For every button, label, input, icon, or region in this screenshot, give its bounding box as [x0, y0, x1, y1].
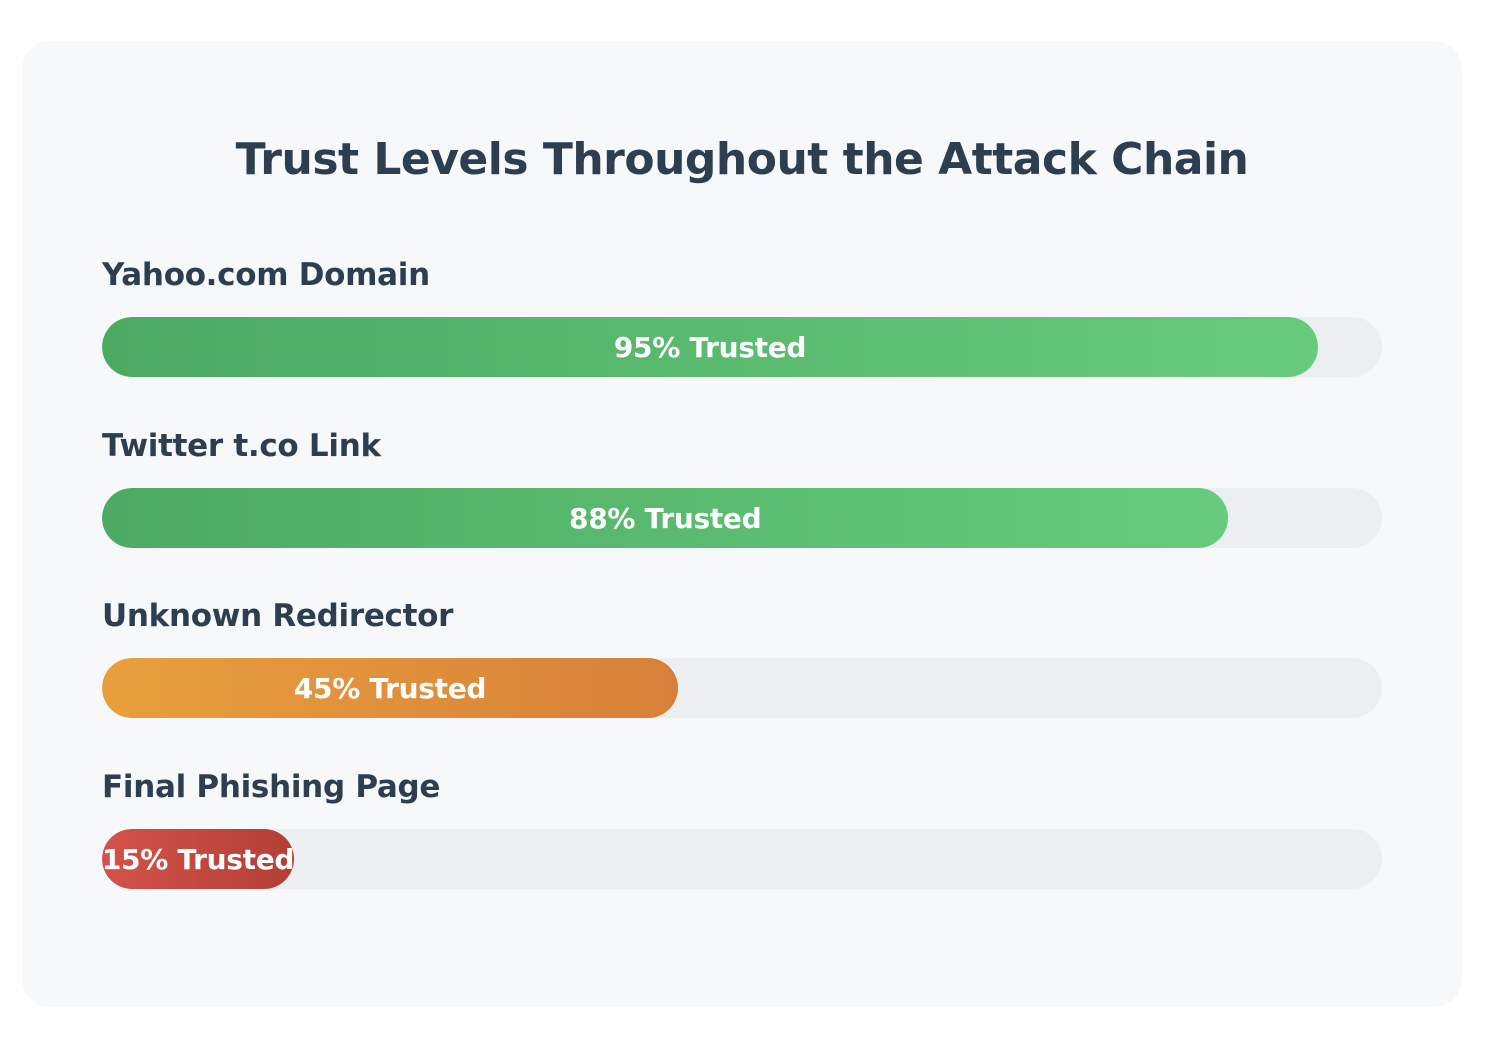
bar-value-label: 95% Trusted — [613, 330, 807, 364]
bar-track: 45% Trusted — [102, 658, 1382, 718]
chart-title: Trust Levels Throughout the Attack Chain — [235, 134, 1249, 185]
bar-category-label: Twitter t.co Link — [102, 428, 381, 464]
bar-fill: 95% Trusted — [102, 317, 1318, 377]
bar-value-label: 45% Trusted — [293, 671, 487, 705]
bar-fill: 88% Trusted — [102, 488, 1229, 548]
bar-category-label: Unknown Redirector — [102, 598, 454, 634]
bar-category-label: Yahoo.com Domain — [102, 257, 430, 293]
bar-track: 88% Trusted — [102, 488, 1382, 548]
bar-track: 15% Trusted — [102, 829, 1382, 889]
bar-value-label: 88% Trusted — [569, 501, 762, 535]
bar-value-label: 15% Trusted — [102, 842, 295, 876]
bar-fill: 45% Trusted — [102, 658, 678, 718]
bar-track: 95% Trusted — [102, 317, 1382, 377]
bar-fill: 15% Trusted — [102, 829, 294, 889]
bar-category-label: Final Phishing Page — [102, 769, 441, 805]
